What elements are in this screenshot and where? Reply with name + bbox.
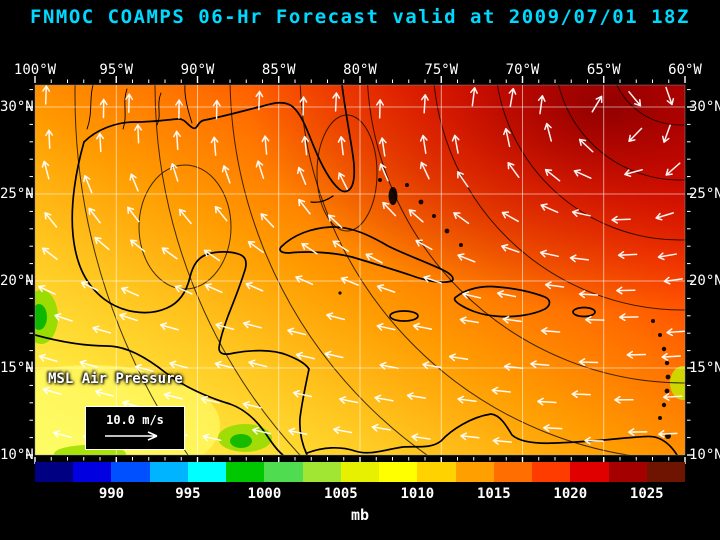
colorbar-tick-label: 1000 xyxy=(247,486,282,502)
small-islands xyxy=(338,178,671,439)
lon-tick-label: 65°W xyxy=(586,62,621,78)
colorbar-segment xyxy=(570,462,609,482)
colorbar-segment xyxy=(73,462,112,482)
colorbar-segment xyxy=(302,462,341,482)
lon-tick-label: 90°W xyxy=(180,62,215,78)
colorbar-segment xyxy=(111,462,150,482)
lon-tick-label: 85°W xyxy=(261,62,296,78)
forecast-map: MSL Air Pressure 10.0 m/s xyxy=(26,76,694,464)
colorbar xyxy=(35,462,685,482)
colorbar-tick-label: 1010 xyxy=(400,486,435,502)
coastlines xyxy=(35,85,678,455)
colorbar-tick-label: 1020 xyxy=(553,486,588,502)
wind-scale-legend: 10.0 m/s xyxy=(85,406,185,450)
colorbar-tick-label: 995 xyxy=(175,486,201,502)
colorbar-segment xyxy=(226,462,265,482)
colorbar-segment xyxy=(340,462,380,482)
longitude-axis: 100°W 95°W 90°W 85°W 80°W 75°W 70°W 65°W 60°W xyxy=(0,62,720,80)
colorbar-unit: mb xyxy=(350,506,370,524)
colorbar-segment xyxy=(35,462,74,482)
colorbar-segment xyxy=(646,462,685,482)
colorbar-tick-label: 1015 xyxy=(476,486,511,502)
colorbar-segment xyxy=(187,462,227,482)
lon-tick-label: 70°W xyxy=(505,62,540,78)
lon-tick-label: 100°W xyxy=(13,62,57,78)
map-frame xyxy=(34,84,686,456)
colorbar-tick-label: 1025 xyxy=(629,486,664,502)
wind-scale-arrow xyxy=(105,431,158,441)
wind-arrows xyxy=(38,85,685,445)
colorbar-tick-label: 1005 xyxy=(324,486,358,502)
colorbar-segment xyxy=(417,462,456,482)
colorbar-tick-labels: 990 995 1000 1005 1010 1015 1020 1025 xyxy=(0,486,720,502)
map-canvas xyxy=(26,76,694,464)
colorbar-segment xyxy=(455,462,494,482)
wind-scale-label: 10.0 m/s xyxy=(106,413,164,427)
lon-tick-label: 80°W xyxy=(343,62,377,78)
field-label: MSL Air Pressure xyxy=(48,371,183,387)
colorbar-tick-label: 990 xyxy=(98,486,125,502)
lon-tick-label: 75°W xyxy=(424,62,459,78)
colorbar-segment xyxy=(379,462,418,482)
colorbar-segment xyxy=(149,462,188,482)
colorbar-segment xyxy=(532,462,571,482)
lon-tick-label: 95°W xyxy=(99,62,134,78)
page-title: FNMOC COAMPS 06-Hr Forecast valid at 200… xyxy=(30,6,690,28)
colorbar-segment xyxy=(264,462,303,482)
lon-tick-label: 60°W xyxy=(668,62,702,78)
colorbar-segment xyxy=(493,462,533,482)
colorbar-segment xyxy=(608,462,647,482)
